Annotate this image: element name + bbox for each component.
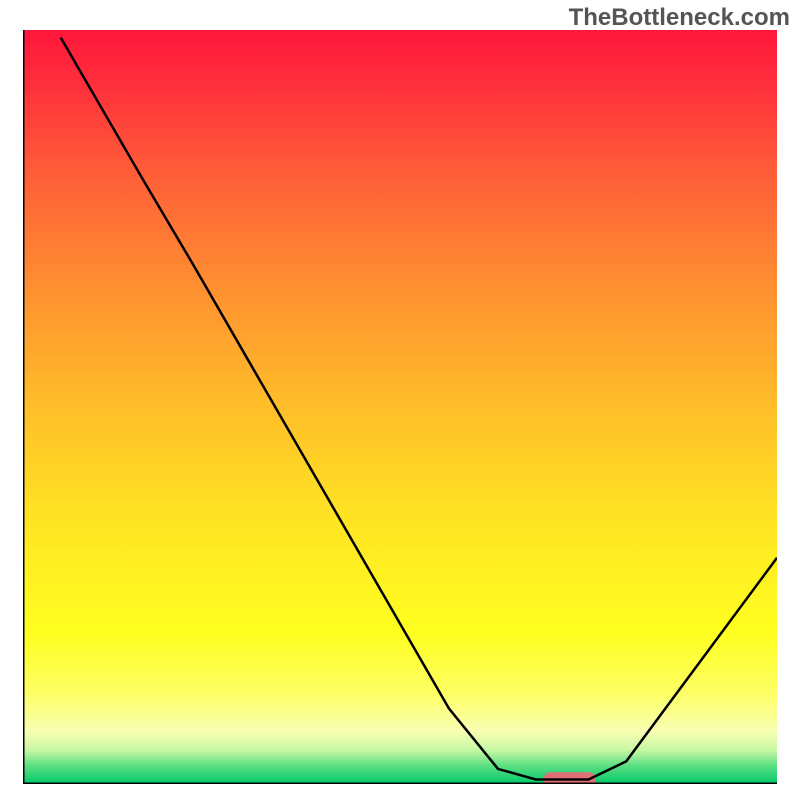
chart-container: { "watermark": { "text": "TheBottleneck.… xyxy=(0,0,800,800)
plot-area xyxy=(23,30,777,784)
marker-layer xyxy=(543,772,596,784)
watermark-label: TheBottleneck.com xyxy=(569,4,790,32)
chart-background xyxy=(23,30,777,784)
chart-svg xyxy=(23,30,777,784)
highlight-marker xyxy=(543,772,596,784)
